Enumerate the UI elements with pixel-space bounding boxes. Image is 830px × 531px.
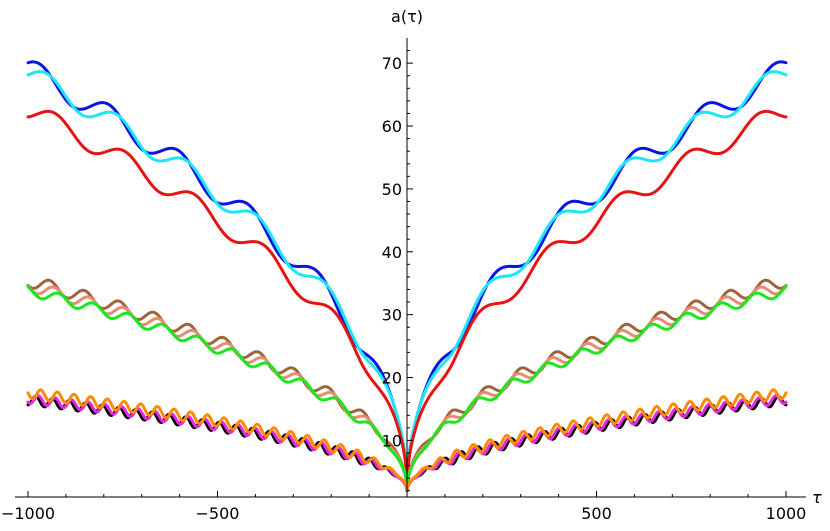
x-tick-label: 500 [581, 504, 612, 523]
x-tick-label: −1000 [1, 504, 55, 523]
y-tick-label: 50 [382, 180, 402, 199]
y-tick-label: 40 [382, 243, 402, 262]
y-tick-label: 10 [382, 431, 402, 450]
ticks-layer: −1000 −500 500 1000 10 20 30 40 50 60 70 [1, 50, 807, 523]
x-axis-title: τ [812, 488, 822, 507]
y-tick-label: 20 [382, 369, 402, 388]
y-axis-title: a(τ) [391, 7, 423, 26]
y-tick-label: 60 [382, 117, 402, 136]
x-tick-label: −500 [196, 504, 240, 523]
x-tick-label: 1000 [766, 504, 807, 523]
axes-layer [15, 38, 806, 498]
y-tick-label: 30 [382, 306, 402, 325]
y-tick-label: 70 [382, 54, 402, 73]
